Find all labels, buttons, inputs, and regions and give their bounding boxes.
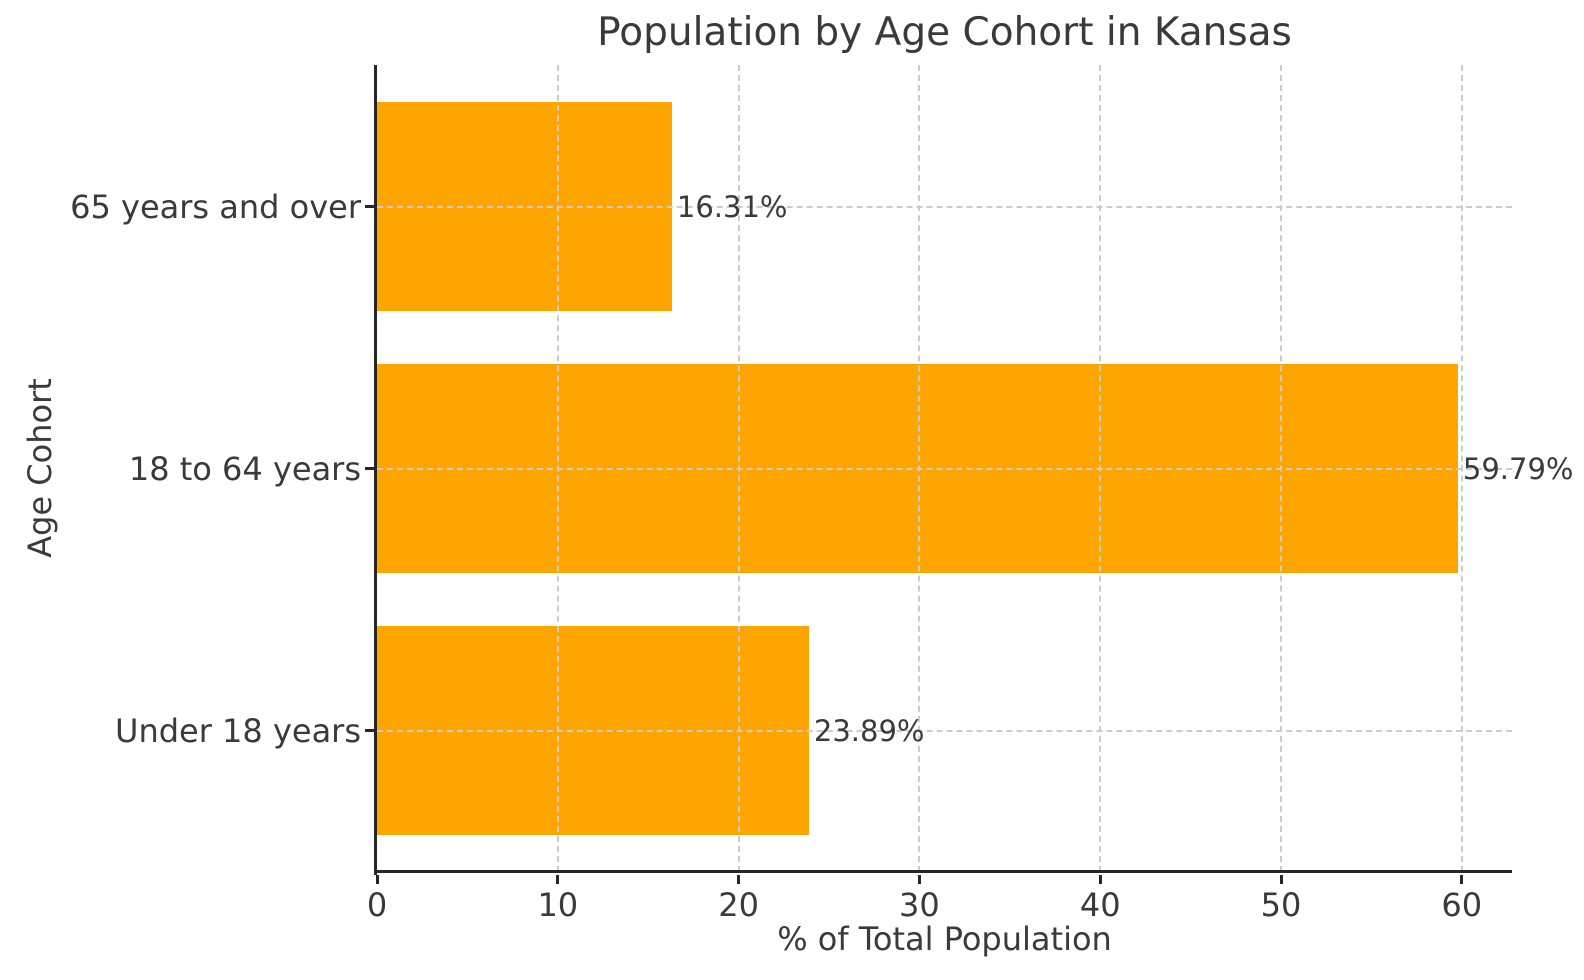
x-tick-label-40: 40 — [1079, 886, 1121, 924]
x-tick-label-0: 0 — [366, 886, 388, 924]
chart-title: Population by Age Cohort in Kansas — [597, 10, 1292, 55]
x-tick-mark — [1098, 875, 1102, 884]
y-tick-mark — [365, 729, 374, 732]
y-tick-label-65-years-and-over: 65 years and over — [70, 187, 361, 226]
x-tick-label-60: 60 — [1441, 886, 1483, 924]
x-tick-mark — [556, 875, 560, 884]
x-tick-label-50: 50 — [1260, 886, 1302, 924]
value-label-layer: 23.89% 59.79% 16.31% — [377, 65, 1574, 872]
x-tick-mark — [1460, 875, 1464, 884]
y-tick-label-18-to-64-years: 18 to 64 years — [128, 449, 361, 488]
y-tick-mark — [365, 467, 374, 470]
x-tick-label-20: 20 — [718, 886, 759, 924]
bar-value-label-under-18-years: 23.89% — [813, 713, 925, 748]
y-axis-spine — [374, 65, 377, 875]
x-tick-mark — [737, 875, 741, 884]
plot-area: 23.89% 59.79% 16.31% — [377, 65, 1574, 872]
x-tick-mark — [917, 875, 921, 884]
y-tick-mark — [365, 205, 374, 208]
x-tick-label-10: 10 — [537, 886, 579, 924]
y-tick-label-under-18-years: Under 18 years — [115, 711, 361, 750]
bar-value-label-65-years-and-over: 16.31% — [676, 189, 788, 224]
x-tick-mark — [375, 875, 379, 884]
x-axis-spine — [374, 870, 1512, 873]
x-tick-label-30: 30 — [899, 886, 940, 924]
bar-value-label-18-to-64-years: 59.79% — [1462, 451, 1574, 486]
x-axis-title: % of Total Population — [777, 920, 1112, 958]
x-tick-mark — [1279, 875, 1283, 884]
